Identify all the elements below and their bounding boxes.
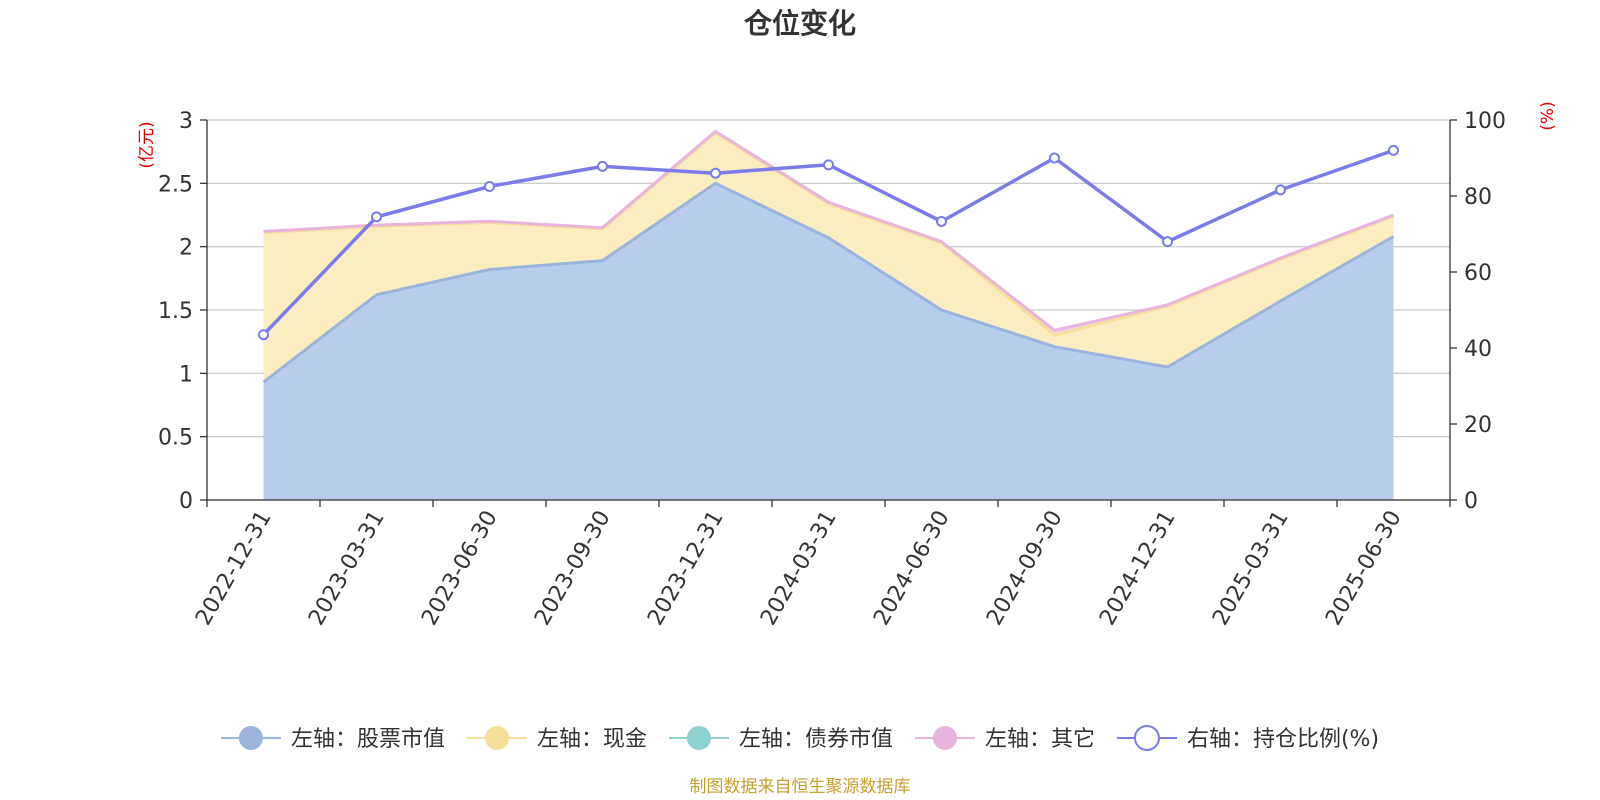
line-point (710, 167, 721, 179)
line-point (1388, 144, 1399, 156)
x-tick-label: 2023-06-30 (417, 507, 503, 630)
legend-label: 左轴：股票市值 (291, 727, 445, 752)
line-point (1049, 152, 1060, 164)
legend-symbol (1133, 725, 1160, 751)
left-tick-label: 2.5 (158, 172, 193, 197)
legend-symbol (932, 726, 957, 750)
left-tick-label: 3 (179, 109, 193, 134)
left-axis-unit: (亿元) (137, 121, 157, 168)
line-point (1162, 236, 1173, 248)
x-tick-label: 2025-06-30 (1321, 507, 1407, 630)
left-tick-label: 2 (179, 236, 193, 261)
area-左轴：股票市值 (263, 183, 1394, 501)
right-axis-unit: (%) (1538, 101, 1558, 130)
right-tick-label: 20 (1464, 413, 1492, 438)
line-point (484, 181, 495, 192)
x-tick-label: 2022-12-31 (191, 507, 277, 630)
area-左轴：现金 (263, 132, 1394, 383)
legend-item[interactable]: 左轴：股票市值 (220, 726, 445, 752)
legend-label: 右轴：持仓比例(%) (1187, 727, 1379, 752)
right-tick-label: 60 (1464, 261, 1492, 286)
area-series (262, 129, 1395, 501)
data-source-note: 制图数据来自恒生聚源数据库 (690, 777, 911, 797)
legend: 左轴：股票市值 左轴：现金 左轴：债券市值 左轴：其它 右轴：持仓比例(%) (220, 725, 1379, 752)
legend-item[interactable]: 左轴：现金 (466, 726, 647, 752)
x-tick-label: 2024-09-30 (982, 507, 1068, 630)
line-point (1275, 184, 1286, 196)
right-tick-label: 80 (1464, 185, 1492, 210)
right-tick-label: 0 (1464, 489, 1478, 514)
line-point (597, 160, 608, 172)
right-tick-label: 100 (1464, 109, 1506, 134)
area-line-左轴：其它 (263, 129, 1395, 332)
x-tick-label: 2024-12-31 (1095, 507, 1181, 630)
legend-symbol (238, 726, 263, 750)
x-tick-label: 2023-12-31 (643, 507, 729, 630)
left-tick-label: 0 (179, 489, 193, 514)
legend-label: 左轴：现金 (537, 727, 647, 752)
legend-item[interactable]: 右轴：持仓比例(%) (1116, 725, 1379, 752)
line-point (823, 159, 834, 171)
legend-symbol (484, 726, 509, 750)
area-line-左轴：股票市值 (262, 181, 1395, 384)
line-series (258, 144, 1399, 341)
line-point (371, 211, 382, 223)
x-tick-label: 2025-03-31 (1208, 507, 1294, 630)
right-tick-label: 40 (1464, 337, 1492, 362)
legend-item[interactable]: 左轴：其它 (914, 726, 1095, 752)
legend-item[interactable]: 左轴：债券市值 (668, 726, 893, 752)
legend-symbol (686, 726, 711, 750)
chart-title: 仓位变化 (744, 7, 856, 40)
x-tick-label: 2024-06-30 (869, 507, 955, 630)
x-tick-label: 2023-03-31 (304, 507, 390, 630)
x-tick-label: 2023-09-30 (530, 507, 616, 630)
left-tick-label: 0.5 (158, 426, 193, 451)
line-point (936, 215, 947, 227)
legend-label: 左轴：债券市值 (739, 727, 893, 752)
legend-label: 左轴：其它 (985, 727, 1095, 752)
x-tick-label: 2024-03-31 (756, 507, 842, 630)
line-point (258, 329, 269, 341)
left-tick-label: 1.5 (158, 299, 193, 324)
left-tick-label: 1 (179, 362, 193, 387)
